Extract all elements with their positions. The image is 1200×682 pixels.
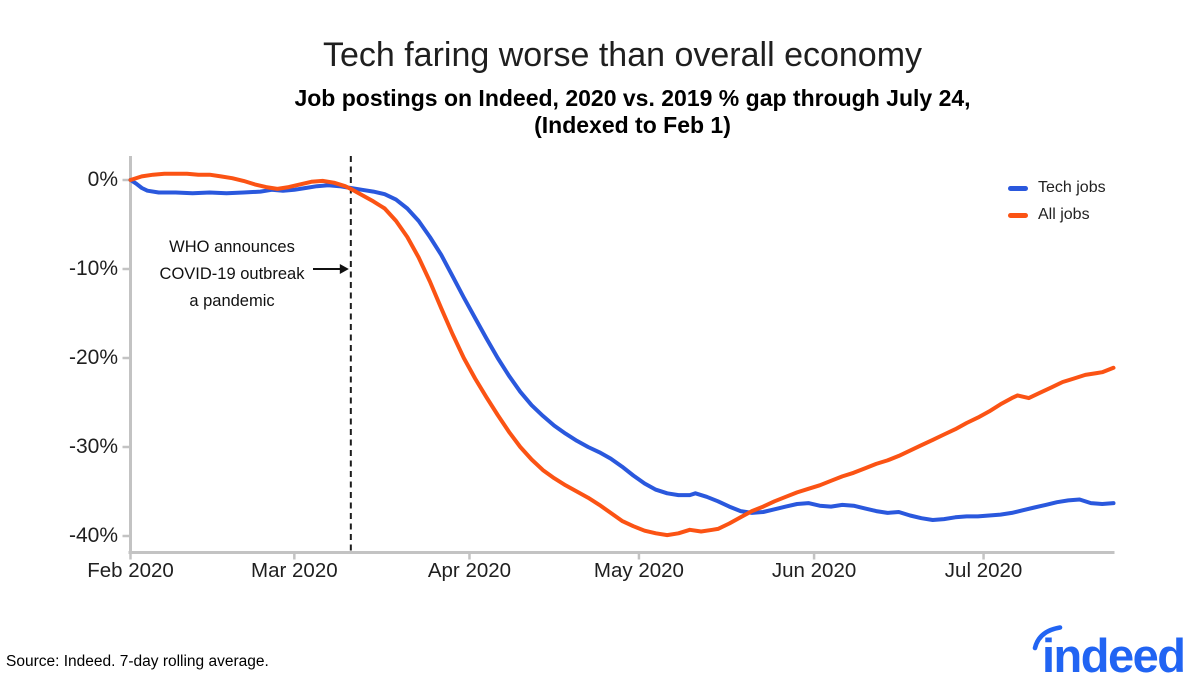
chart-subtitle-line2: (Indexed to Feb 1) [534, 112, 731, 138]
pandemic-annotation-line3: a pandemic [189, 292, 275, 310]
x-tick-label: Jun 2020 [771, 559, 857, 582]
x-tick-label: Apr 2020 [427, 559, 512, 582]
tech-jobs-swatch-icon [1008, 185, 1028, 191]
x-tick-label: Jul 2020 [944, 559, 1023, 582]
pandemic-annotation-line2: COVID-19 outbreak [159, 265, 305, 283]
x-tick-label: May 2020 [593, 559, 684, 582]
source-note: Source: Indeed. 7-day rolling average. [6, 653, 269, 670]
all-jobs-swatch-icon [1008, 212, 1028, 218]
pandemic-annotation-line1: WHO announces [169, 238, 295, 256]
indeed-logo-arc-icon [1032, 625, 1063, 651]
legend-label-tech-jobs: Tech jobs [1038, 179, 1106, 196]
series-line-all-jobs [128, 171, 1116, 538]
x-tick-label: Mar 2020 [251, 559, 338, 582]
indeed-logo-text: indeed [1042, 629, 1186, 682]
indeed-logo: indeed [1032, 622, 1197, 682]
y-tick-label: 0% [87, 168, 118, 191]
x-tick-label: Feb 2020 [87, 559, 174, 582]
chart-title: Tech faring worse than overall economy [322, 36, 923, 74]
chart-subtitle-line1: Job postings on Indeed, 2020 vs. 2019 % … [294, 85, 971, 111]
legend-item-tech-jobs: Tech jobs [1008, 177, 1106, 199]
legend: Tech jobs All jobs [1008, 177, 1106, 231]
chart-subtitle: Job postings on Indeed, 2020 vs. 2019 % … [115, 85, 1150, 139]
series-line-tech-jobs [128, 178, 1116, 522]
pandemic-annotation: WHO announces COVID-19 outbreak a pandem… [146, 234, 318, 315]
y-tick-label: -40% [68, 524, 118, 547]
y-tick-label: -30% [68, 435, 118, 458]
y-tick-label: -20% [68, 346, 118, 369]
legend-label-all-jobs: All jobs [1038, 206, 1090, 223]
legend-item-all-jobs: All jobs [1008, 204, 1106, 226]
y-tick-label: -10% [68, 257, 118, 280]
annotation-arrow-head-icon [339, 264, 349, 274]
